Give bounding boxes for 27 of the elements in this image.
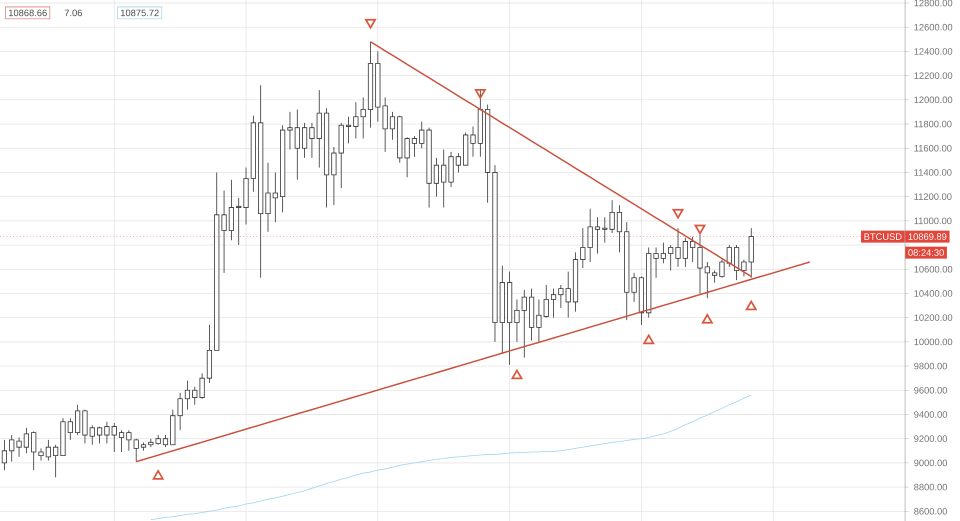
y-tick-label: 12800.00 bbox=[914, 0, 952, 6]
y-tick-label: 9600.00 bbox=[914, 386, 948, 394]
y-tick-label: 11800.00 bbox=[914, 120, 952, 128]
y-tick-label: 9400.00 bbox=[914, 411, 948, 418]
text: 10869.89 bbox=[908, 233, 946, 240]
y-tick-label: 9000.00 bbox=[914, 460, 948, 466]
y-tick-label: 12400.00 bbox=[914, 48, 952, 55]
y-tick-label: 10200.00 bbox=[914, 314, 952, 321]
y-tick-label: 9200.00 bbox=[914, 435, 948, 442]
y-tick-label: 10000.00 bbox=[914, 338, 952, 346]
y-tick-label: 10400.00 bbox=[914, 290, 952, 297]
y-tick-label: 12000.00 bbox=[914, 96, 952, 104]
y-tick-label: 11000.00 bbox=[914, 218, 952, 224]
annotation: 10875.72 bbox=[120, 10, 159, 16]
y-tick-label: 8800.00 bbox=[914, 484, 948, 490]
annotation: 7.06 bbox=[64, 10, 82, 16]
y-tick-label: 9800.00 bbox=[914, 362, 948, 370]
y-tick-label: 11400.00 bbox=[914, 169, 952, 176]
y-tick-label: 8600.00 bbox=[914, 508, 948, 515]
y-tick-label: 12200.00 bbox=[914, 72, 952, 79]
y-tick-label: 11200.00 bbox=[914, 193, 952, 200]
ref-line-label: BTCUSD bbox=[864, 233, 902, 240]
y-tick-label: 11600.00 bbox=[914, 144, 952, 152]
y-tick-label: 12600.00 bbox=[914, 24, 952, 31]
y-tick-label: 10600.00 bbox=[914, 266, 952, 273]
text: 08:24:30 bbox=[908, 249, 944, 256]
annotation: 10868.66 bbox=[8, 10, 47, 16]
